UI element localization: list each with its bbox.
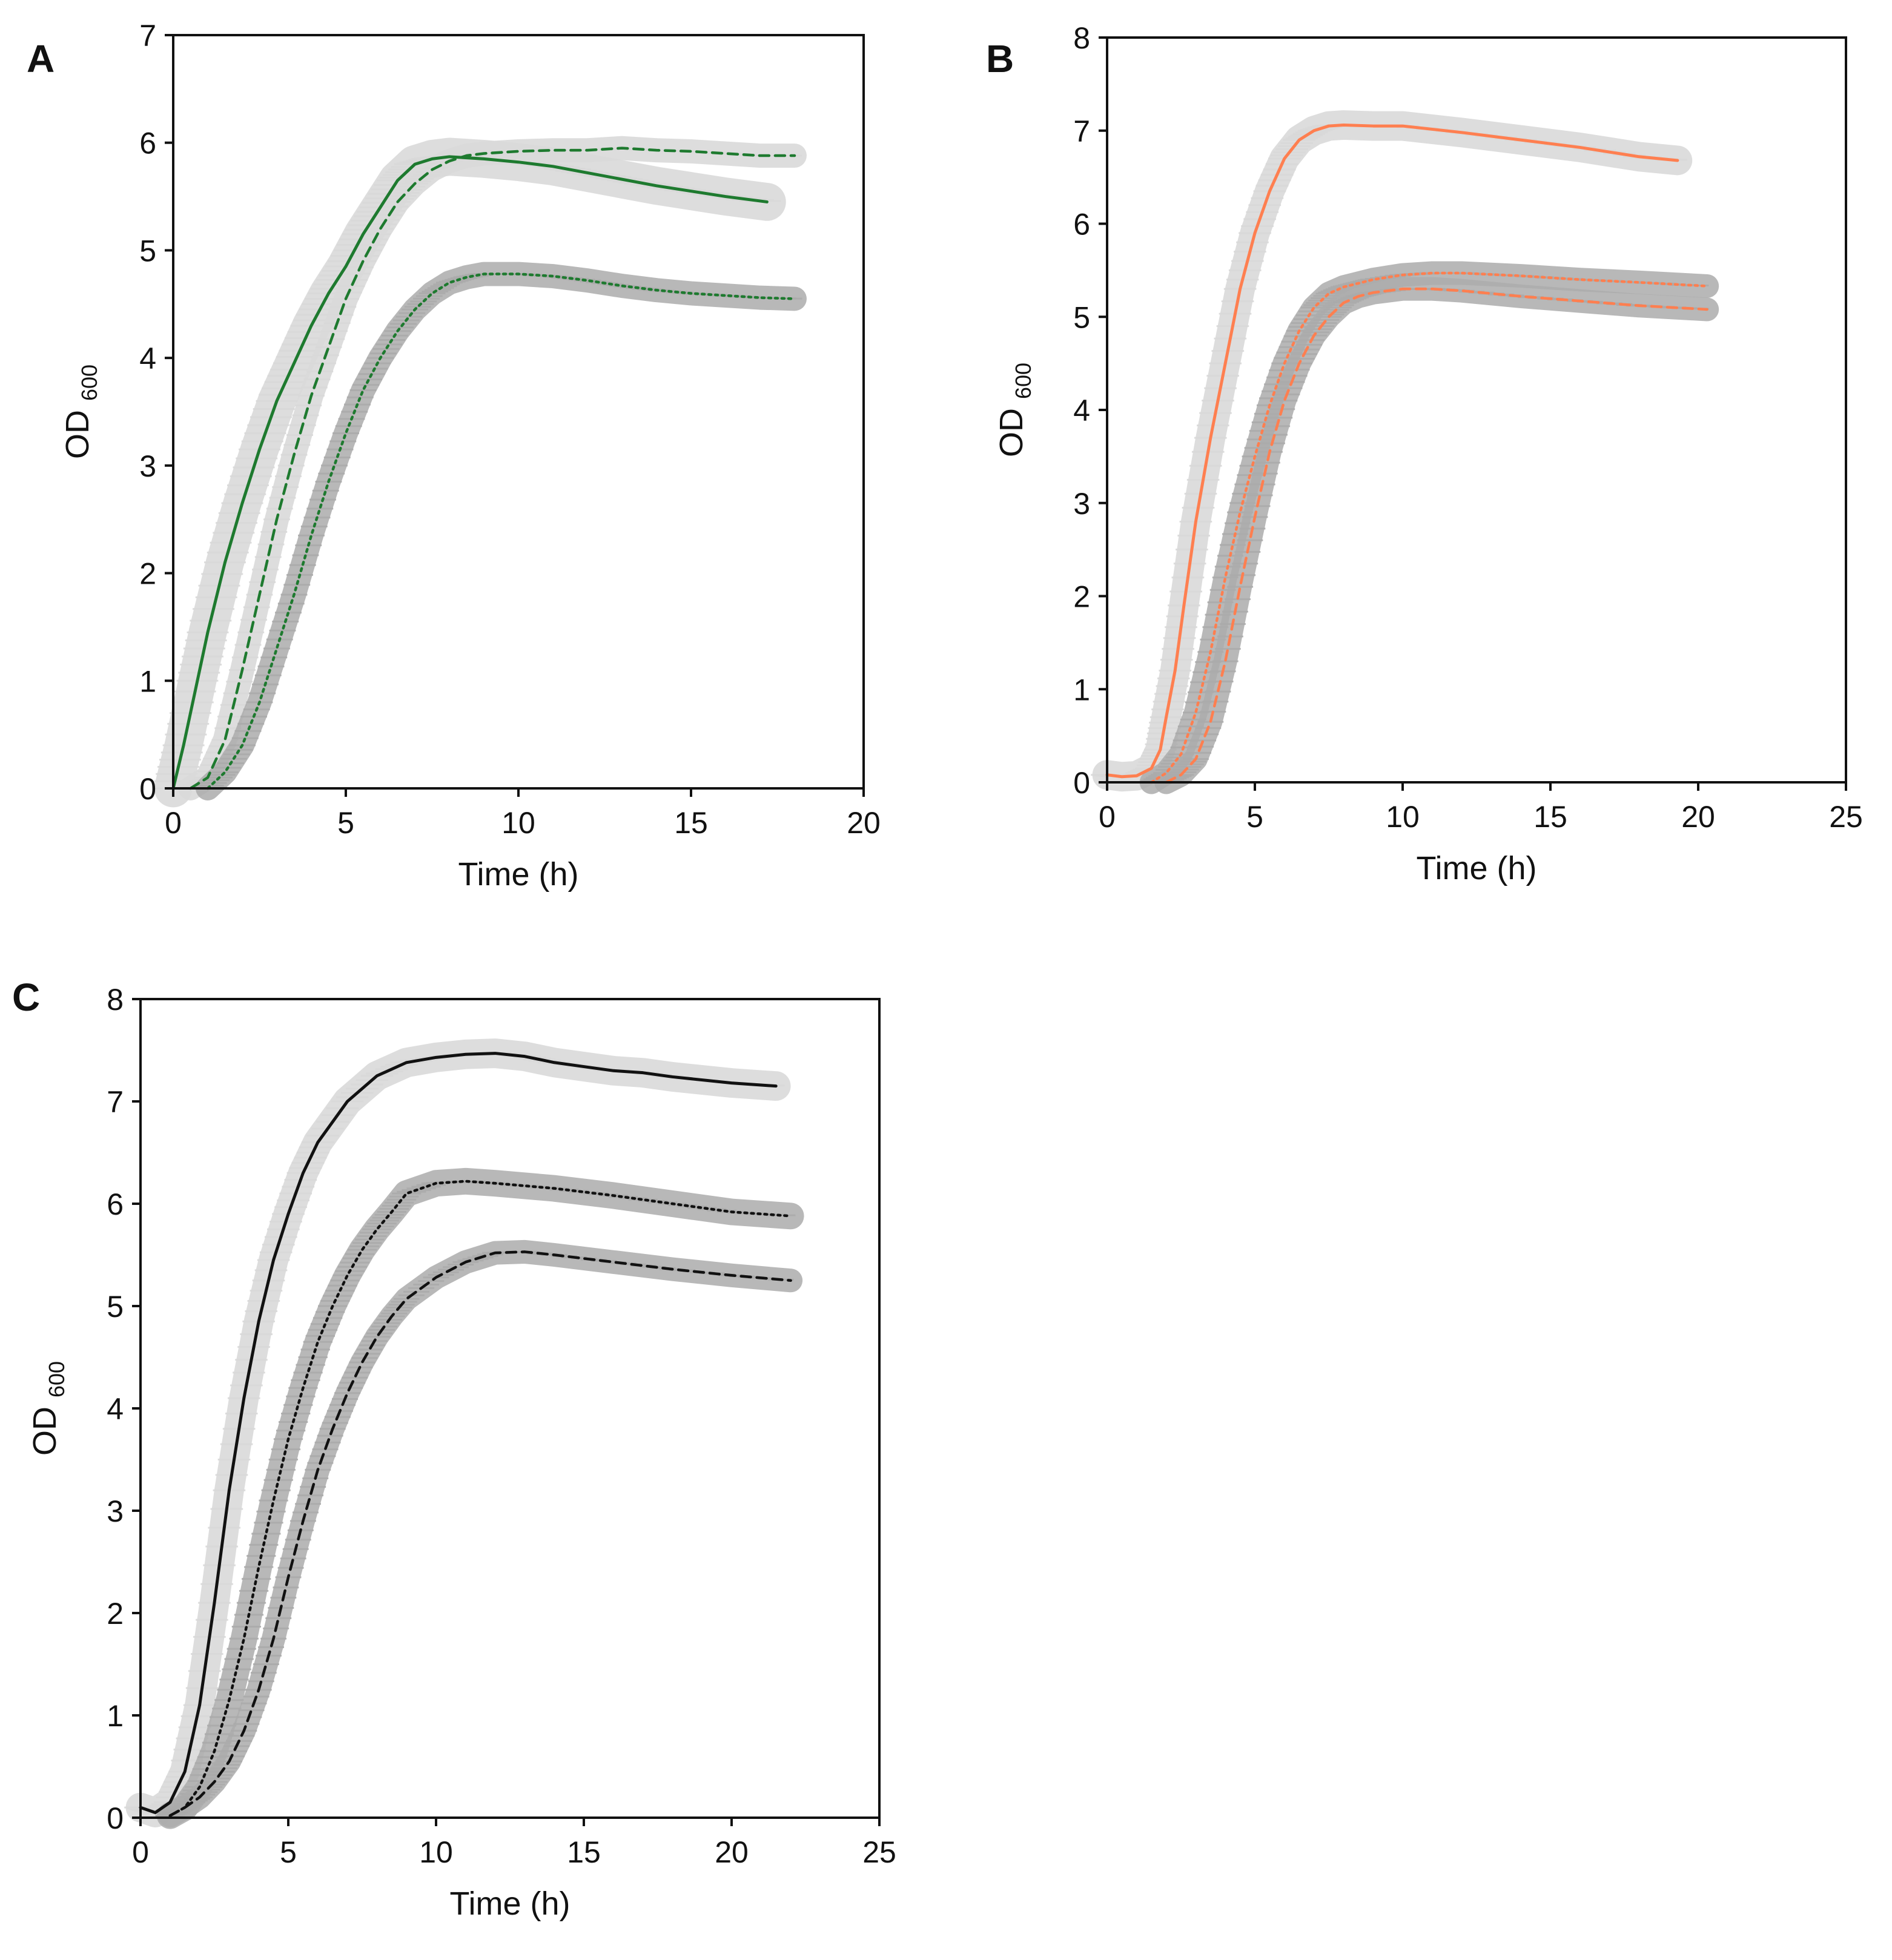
series-line-a-dotted	[206, 272, 796, 790]
y-axis-title-main: OD	[59, 401, 96, 459]
y-axis-title-sub: 600	[1011, 363, 1036, 399]
y-tick-label: 2	[107, 1597, 124, 1631]
y-tick-label: 8	[107, 983, 124, 1017]
x-axis-title-a: Time (h)	[458, 856, 579, 893]
series-line-a-solid	[171, 155, 769, 790]
error-bars-b-solid	[1091, 124, 1688, 778]
y-tick-label: 0	[107, 1801, 124, 1835]
series-line-c-solid	[139, 1052, 778, 1815]
panel-label-a: A	[27, 37, 55, 81]
y-tick-label: 2	[139, 557, 156, 591]
panel-label-b: B	[986, 37, 1014, 81]
series-line-c-dotted	[168, 1180, 792, 1817]
panel-label-c: C	[12, 975, 41, 1019]
error-bands-b	[1091, 110, 1719, 794]
y-tick-label: 2	[1073, 580, 1090, 614]
x-tick-label: 0	[1099, 800, 1116, 834]
error-bands-a	[152, 136, 807, 808]
y-tick-label: 0	[1073, 766, 1090, 800]
chart-panel-a: 0 5 10 15 20 0 1 2 3 4 5 6 7 Time (h) OD 600	[59, 19, 881, 893]
x-tick-label: 15	[674, 806, 708, 840]
y-axis-title-sub: 600	[77, 365, 102, 401]
x-axis-title-b: Time (h)	[1417, 850, 1537, 886]
series-line-b-solid	[1105, 124, 1679, 779]
x-tick-label: 15	[567, 1835, 601, 1869]
x-tick-label: 0	[165, 806, 182, 840]
x-tick-label: 20	[847, 806, 881, 840]
x-tick-label: 10	[501, 806, 535, 840]
y-tick-label: 3	[1073, 487, 1090, 521]
y-tick-label: 4	[139, 342, 156, 375]
error-band-a-dashed	[178, 136, 807, 800]
chart-panel-b: 0 5 10 15 20 25 0 1 2 3 4 5 6 7 8 Time (h) OD 600	[993, 21, 1863, 886]
x-tick-label: 20	[1681, 800, 1715, 834]
series-line-a-dashed	[189, 147, 796, 790]
y-tick-label: 4	[107, 1392, 124, 1426]
y-tick-label: 8	[1073, 21, 1090, 55]
y-tick-label: 5	[139, 234, 156, 268]
y-axis-title-main: OD	[27, 1397, 63, 1456]
x-tick-label: 20	[715, 1835, 749, 1869]
x-tick-label: 5	[280, 1835, 297, 1869]
error-bands-c	[124, 1038, 804, 1829]
x-tick-label: 10	[419, 1835, 453, 1869]
series-line-b-dotted	[1149, 271, 1708, 784]
series-line-b-dashed	[1165, 287, 1708, 784]
y-tick-label: 6	[1073, 208, 1090, 242]
x-tick-label: 25	[862, 1835, 896, 1869]
y-tick-label: 5	[1073, 300, 1090, 334]
y-axis-title-main: OD	[993, 399, 1030, 457]
y-tick-label: 1	[139, 664, 156, 698]
y-axis-title-c: OD 600	[27, 1361, 69, 1456]
x-axis-title-c: Time (h)	[450, 1886, 571, 1922]
y-axis-title-sub: 600	[44, 1361, 69, 1397]
y-tick-label: 4	[1073, 394, 1090, 427]
y-tick-label: 7	[139, 19, 156, 53]
x-tick-label: 5	[337, 806, 354, 840]
x-tick-label: 10	[1386, 800, 1420, 834]
chart-panel-c: 0 5 10 15 20 25 0 1 2 3 4 5 6 7 8 Time (h) OD 600	[27, 983, 896, 1922]
y-tick-label: 6	[139, 127, 156, 160]
y-tick-label: 0	[139, 772, 156, 806]
y-tick-label: 3	[139, 449, 156, 483]
error-band-b-dashed	[1154, 277, 1719, 794]
series-line-c-dashed	[168, 1250, 792, 1817]
y-axis-title-a: OD 600	[59, 365, 102, 459]
y-tick-label: 3	[107, 1494, 124, 1528]
y-tick-label: 7	[107, 1085, 124, 1119]
y-tick-label: 1	[1073, 673, 1090, 707]
y-tick-label: 7	[1073, 114, 1090, 148]
x-tick-label: 5	[1246, 800, 1263, 834]
x-tick-label: 15	[1533, 800, 1567, 834]
x-tick-label: 0	[132, 1835, 149, 1869]
y-tick-label: 5	[107, 1290, 124, 1324]
x-tick-label: 25	[1829, 800, 1863, 834]
y-tick-label: 6	[107, 1187, 124, 1221]
y-axis-title-b: OD 600	[993, 363, 1036, 457]
y-tick-label: 1	[107, 1699, 124, 1733]
